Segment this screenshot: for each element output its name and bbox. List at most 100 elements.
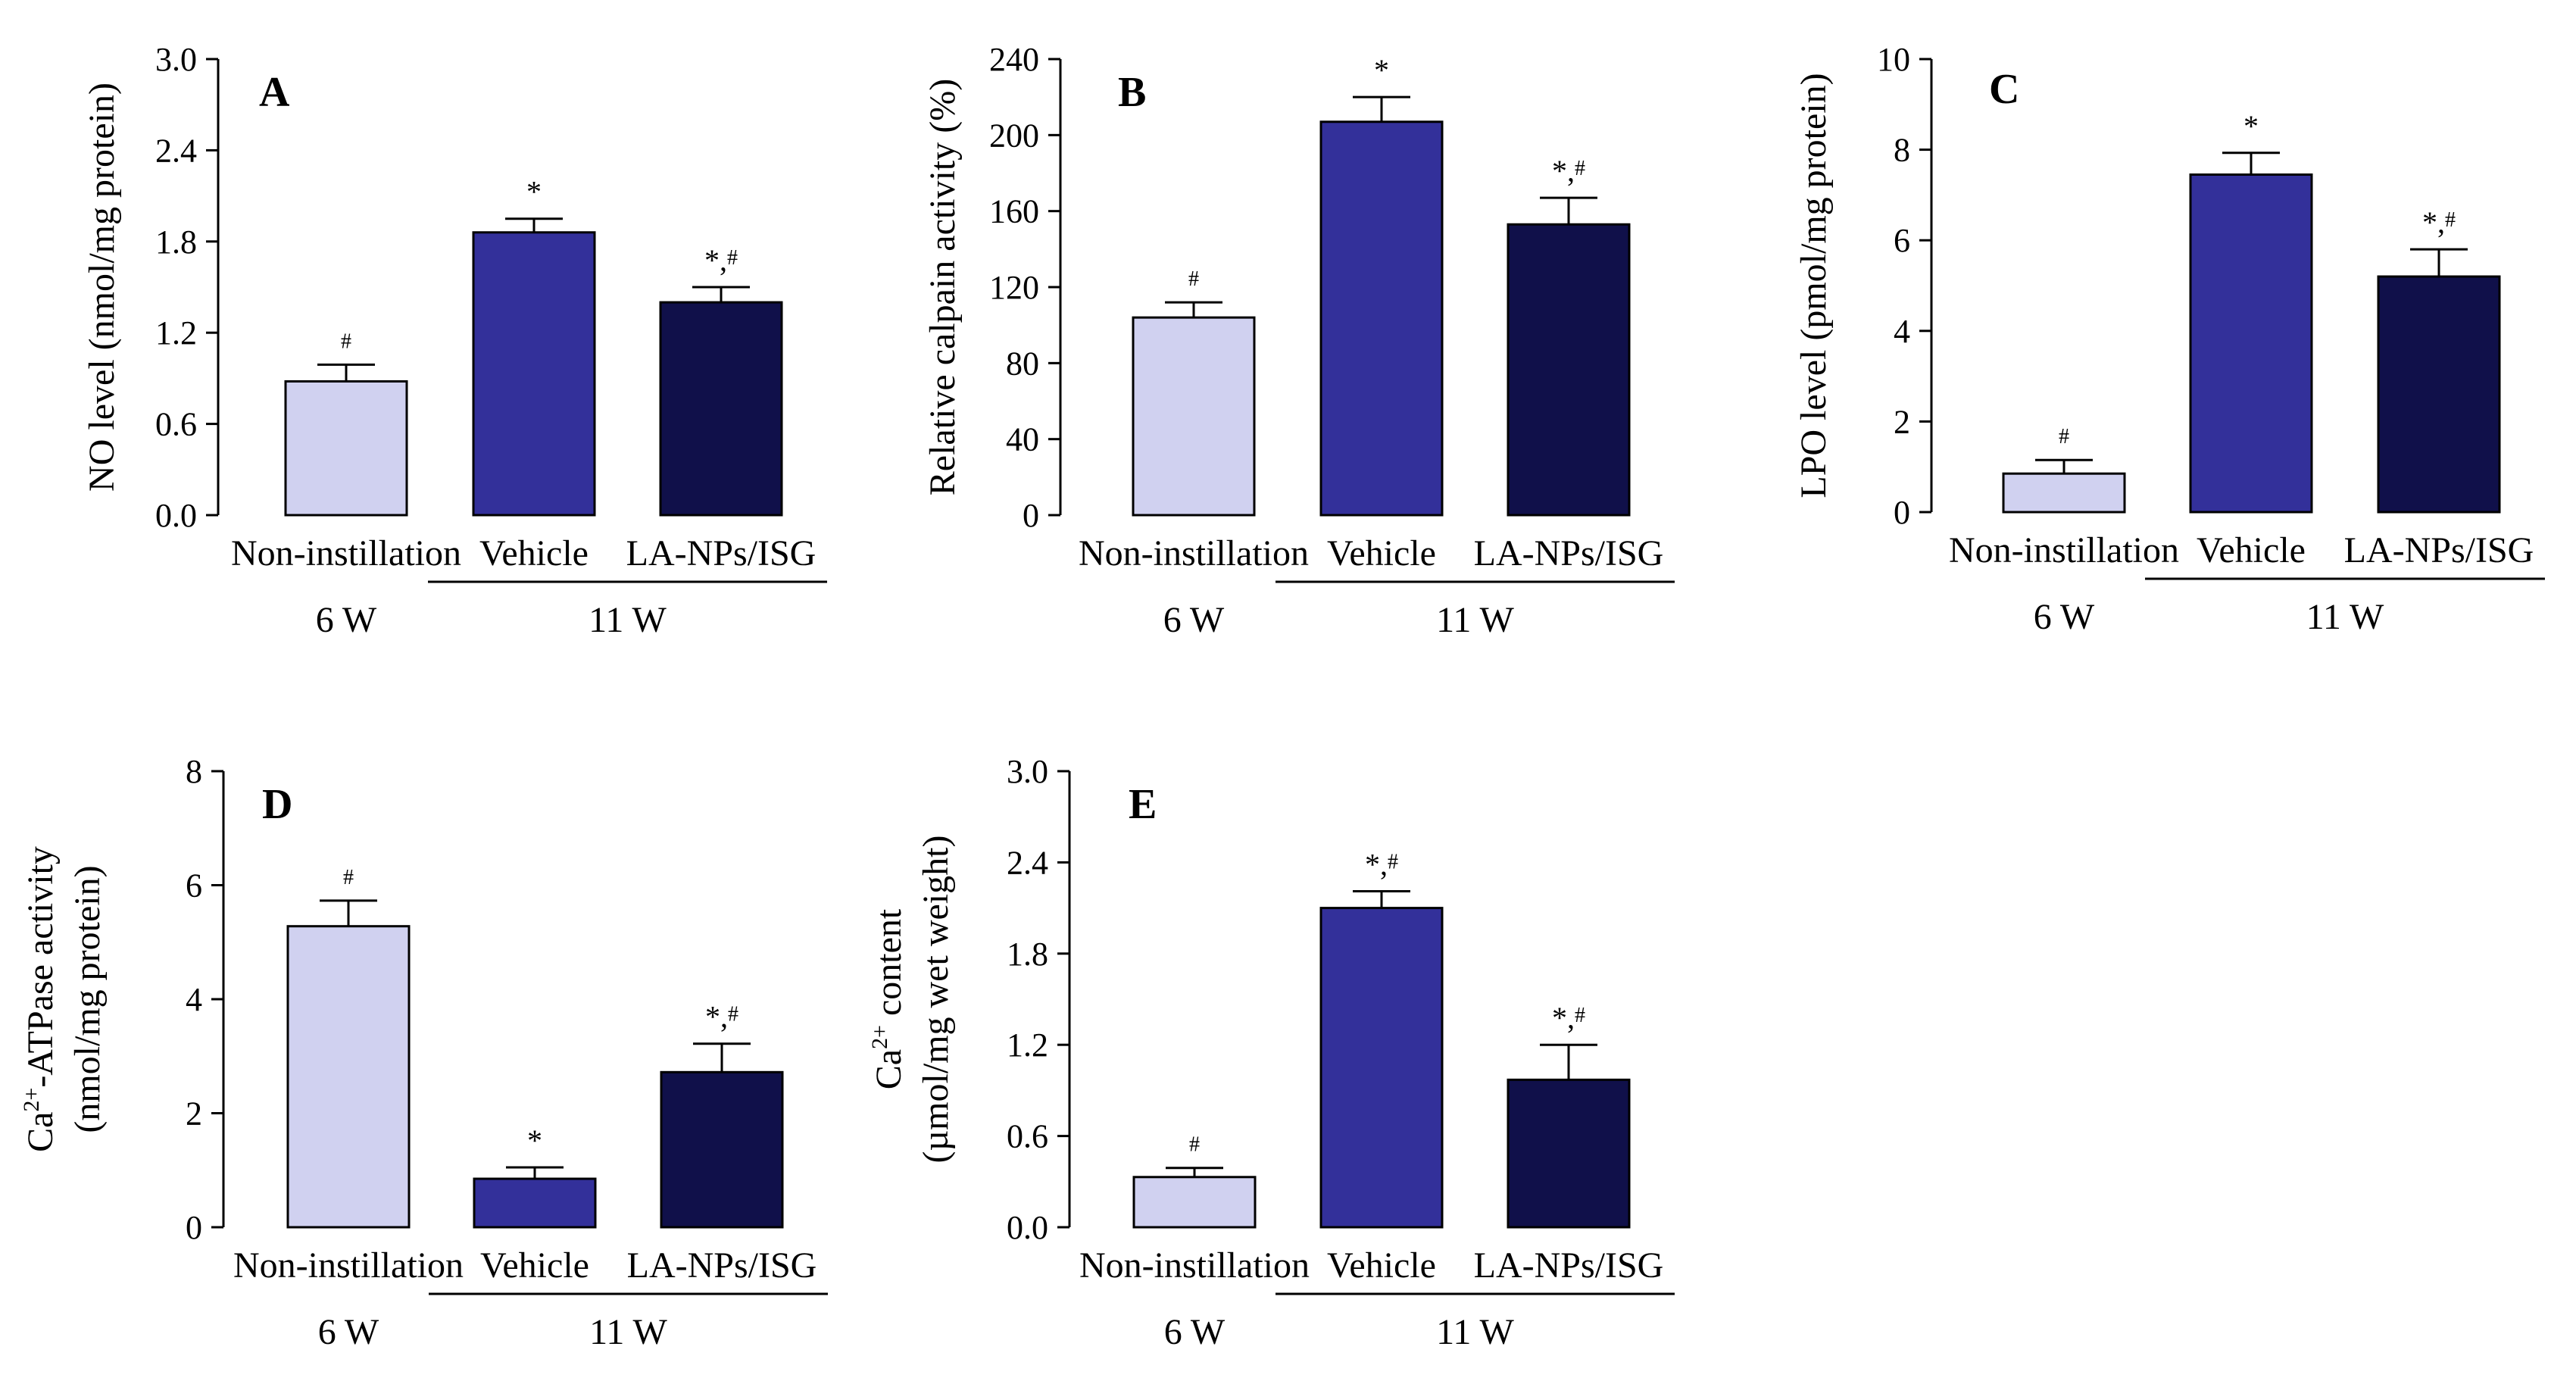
x-group-label: 6 W	[1163, 600, 1225, 640]
significance-label: *	[527, 1123, 542, 1158]
y-tick-label: 160	[989, 193, 1039, 230]
y-axis-label: (nmol/mg protein)	[67, 865, 108, 1133]
y-axis-label: Ca2+-ATPase activity	[19, 846, 61, 1152]
significance-label: *,#	[1552, 154, 1585, 188]
x-group-label: 6 W	[2034, 597, 2095, 637]
x-category-label: Vehicle	[2197, 530, 2306, 570]
chart-panel-c: 0 2 4 6 8 10 LPO level (pmol/mg protein) C # * *,#…	[1794, 41, 2545, 637]
bar-non-instillation	[1132, 1176, 1257, 1229]
chart-panel-e: 0.0 0.6 1.2 1.8 2.4 3.0 Ca2+ content (µmol/mg w…	[867, 753, 1675, 1352]
y-tick-label: 40	[1006, 421, 1039, 458]
significance-label: #	[1189, 1133, 1200, 1157]
bar-la-nps-isg	[1507, 223, 1631, 517]
x-group-label: 11 W	[1436, 1312, 1514, 1352]
y-tick-label: 1.2	[155, 314, 197, 351]
x-category-label: LA-NPs/ISG	[1474, 533, 1664, 573]
panel-letter: E	[1129, 781, 1157, 828]
bar-non-instillation	[1132, 316, 1256, 517]
y-tick-label: 120	[989, 269, 1039, 306]
y-tick-label: 4	[1894, 313, 1910, 350]
x-group-label: 11 W	[589, 600, 667, 640]
y-axis-label: LPO level (pmol/mg protein)	[1794, 73, 1834, 498]
bar-non-instillation	[284, 380, 408, 517]
significance-label: *	[1374, 53, 1389, 87]
x-group-label: 11 W	[2306, 597, 2384, 637]
bar-la-nps-isg	[660, 1070, 784, 1229]
x-group-label: 11 W	[589, 1312, 667, 1352]
y-tick-label: 200	[989, 117, 1039, 154]
significance-label: *,#	[705, 1000, 738, 1034]
y-tick-label: 3.0	[1007, 753, 1048, 790]
y-axis-label: NO level (nmol/mg protein)	[82, 83, 122, 492]
y-tick-label: 6	[1894, 222, 1910, 259]
y-tick-label: 1.8	[155, 223, 197, 261]
y-tick-label: 1.8	[1007, 936, 1048, 973]
y-tick-label: 2.4	[155, 132, 197, 169]
y-axis-label: Relative calpain activity (%)	[923, 79, 963, 495]
x-category-label: Non-instillation	[1949, 530, 2179, 570]
bar-vehicle	[1319, 907, 1444, 1229]
x-category-label: LA-NPs/ISG	[2344, 530, 2534, 570]
y-tick-label: 3.0	[155, 41, 197, 78]
x-group-label: 6 W	[318, 1312, 379, 1352]
x-category-label: Vehicle	[480, 1245, 589, 1286]
y-tick-label: 2	[1894, 403, 1910, 440]
x-category-label: LA-NPs/ISG	[1474, 1245, 1664, 1286]
significance-label: *,#	[2422, 205, 2456, 239]
y-tick-label: 0	[186, 1209, 202, 1246]
bar-la-nps-isg	[659, 301, 783, 517]
bar-non-instillation	[2002, 472, 2126, 514]
y-tick-label: 4	[186, 981, 202, 1018]
y-tick-label: 0.6	[1007, 1118, 1048, 1155]
bar-vehicle	[2189, 173, 2313, 514]
y-tick-label: 8	[186, 753, 202, 790]
x-category-label: Non-instillation	[1079, 1245, 1310, 1286]
chart-panel-a: 0.0 0.6 1.2 1.8 2.4 3.0 NO level (nmol/mg prot…	[82, 41, 827, 640]
x-category-label: Non-instillation	[1079, 533, 1309, 573]
bar-non-instillation	[286, 925, 411, 1229]
significance-label: #	[341, 330, 351, 353]
x-group-label: 6 W	[1164, 1312, 1226, 1352]
y-tick-label: 6	[186, 867, 202, 905]
x-category-label: Non-instillation	[233, 1245, 464, 1286]
panel-letter: C	[1989, 66, 2019, 113]
y-tick-label: 0	[1023, 497, 1039, 534]
significance-label: *,#	[704, 243, 738, 277]
bar-vehicle	[472, 231, 596, 517]
y-axis-label: Ca2+ content	[867, 908, 909, 1089]
x-category-label: Vehicle	[479, 533, 589, 573]
x-category-label: Vehicle	[1327, 533, 1436, 573]
x-group-label: 6 W	[316, 600, 377, 640]
significance-label: #	[2059, 425, 2069, 448]
bar-vehicle	[473, 1177, 597, 1229]
significance-label: *	[2243, 109, 2259, 143]
y-tick-label: 0	[1894, 494, 1910, 531]
significance-label: *,#	[1365, 848, 1398, 882]
y-axis-label: (µmol/mg wet weight)	[916, 836, 956, 1164]
y-tick-label: 0.0	[1007, 1209, 1048, 1246]
panel-letter: B	[1118, 69, 1146, 116]
panel-letter: A	[259, 69, 290, 116]
x-group-label: 11 W	[1436, 600, 1514, 640]
bar-la-nps-isg	[2377, 275, 2501, 514]
y-tick-label: 0.6	[155, 406, 197, 443]
y-tick-label: 2.4	[1007, 844, 1048, 881]
y-tick-label: 0.0	[155, 497, 197, 534]
significance-label: *	[526, 175, 542, 209]
y-tick-label: 2	[186, 1095, 202, 1133]
x-category-label: Non-instillation	[231, 533, 461, 573]
x-category-label: LA-NPs/ISG	[627, 1245, 817, 1286]
significance-label: #	[343, 866, 354, 889]
y-tick-label: 80	[1006, 345, 1039, 382]
x-category-label: LA-NPs/ISG	[626, 533, 817, 573]
significance-label: #	[1188, 267, 1199, 291]
x-category-label: Vehicle	[1327, 1245, 1436, 1286]
y-tick-label: 1.2	[1007, 1026, 1048, 1064]
bar-la-nps-isg	[1507, 1078, 1631, 1229]
panel-letter: D	[262, 781, 292, 828]
chart-panel-b: 0 40 80 120 160 200 240 Relative calpain activi…	[923, 41, 1675, 640]
significance-label: *,#	[1552, 1001, 1585, 1035]
y-tick-label: 10	[1877, 41, 1910, 78]
bar-vehicle	[1319, 120, 1444, 517]
